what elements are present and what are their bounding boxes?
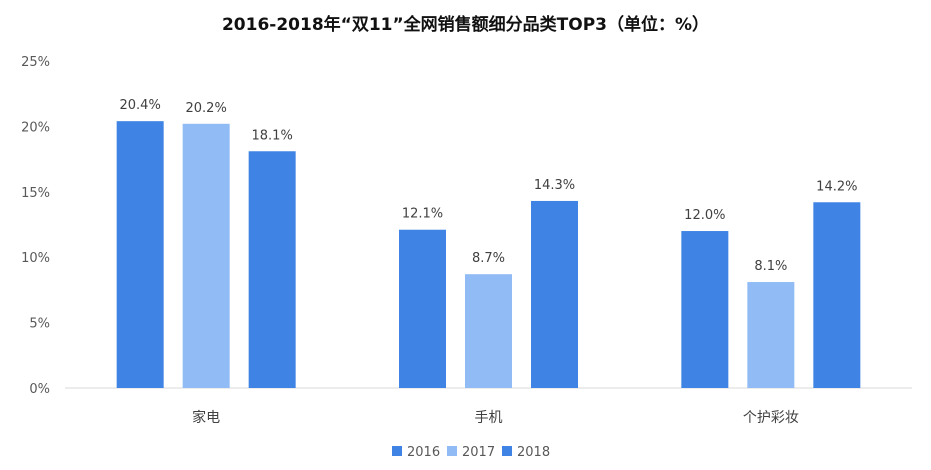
bar-2016-2 [681, 231, 729, 388]
data-label: 12.1% [402, 207, 443, 222]
category-label: 个护彩妆 [743, 410, 799, 426]
bar-2017-0 [182, 123, 230, 388]
data-labels: 20.4% 20.2% 18.1% 12.1% 8.7% 14.3% 12.0% 8.1% 14… [120, 98, 858, 274]
data-label: 20.4% [120, 98, 161, 113]
legend-swatch [392, 446, 402, 456]
bar-2018-2 [813, 202, 861, 388]
category-labels: 家电 手机 个护彩妆 [192, 409, 799, 426]
data-label: 14.2% [816, 179, 857, 194]
category-label: 手机 [475, 410, 503, 426]
bars [116, 121, 861, 388]
bar-2017-2 [747, 282, 795, 388]
bar-2017-1 [465, 274, 512, 388]
legend: 2016 2017 2018 [392, 445, 550, 460]
y-axis-ticks: 0% 5% 10% 15% 20% 25% [21, 55, 50, 397]
bar-2016-1 [399, 229, 446, 388]
data-label: 12.0% [684, 208, 725, 223]
y-tick-label: 20% [21, 120, 50, 135]
bar-2018-1 [531, 200, 578, 388]
legend-label: 2017 [462, 445, 495, 460]
legend-swatch [502, 446, 512, 456]
y-tick-label: 25% [21, 55, 50, 70]
bar-2016-0 [116, 121, 164, 388]
data-label: 8.7% [472, 251, 505, 266]
y-tick-label: 0% [29, 382, 50, 397]
y-tick-label: 15% [21, 186, 50, 201]
data-label: 14.3% [534, 178, 575, 193]
data-label: 20.2% [186, 101, 227, 116]
legend-label: 2018 [517, 445, 550, 460]
legend-swatch [447, 446, 457, 456]
data-label: 18.1% [252, 128, 293, 143]
y-tick-label: 10% [21, 251, 50, 266]
data-label: 8.1% [754, 259, 787, 274]
y-tick-label: 5% [29, 317, 50, 332]
legend-label: 2016 [407, 445, 440, 460]
bar-2018-0 [248, 151, 296, 388]
chart-title: 2016-2018年“双11”全网销售额细分品类TOP3（单位：%） [221, 15, 710, 35]
category-label: 家电 [192, 409, 220, 426]
